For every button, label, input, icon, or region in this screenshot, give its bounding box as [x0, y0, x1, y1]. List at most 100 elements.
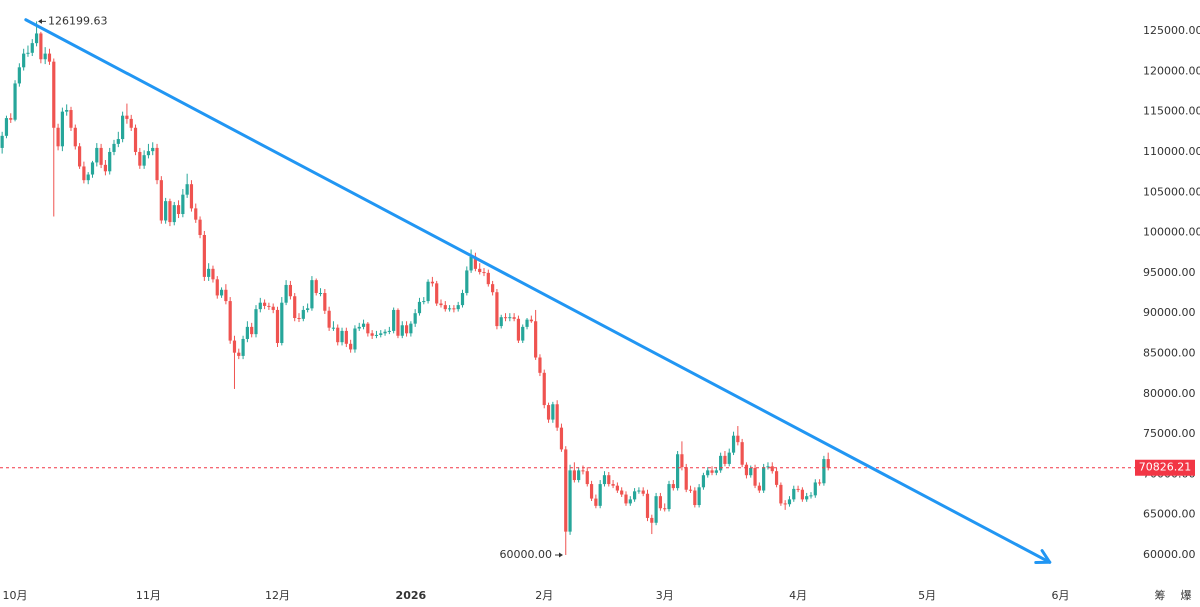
last-price-tag — [1135, 459, 1195, 476]
y-tick-label: 120000.00 — [1143, 64, 1200, 77]
candle-body — [723, 455, 727, 464]
candle-body — [615, 485, 619, 491]
candle-body — [525, 319, 529, 327]
candle-body — [787, 499, 792, 505]
candle-body — [95, 147, 99, 163]
trendline-arrowhead — [1034, 549, 1052, 564]
candle-body — [443, 305, 447, 310]
candle-body — [542, 372, 546, 406]
candle-body — [77, 146, 82, 167]
candle-body — [792, 488, 796, 500]
candle-body — [151, 147, 155, 152]
candle-body — [17, 67, 21, 84]
candle-body — [714, 470, 718, 473]
candle-body — [529, 319, 533, 322]
candle-body — [69, 110, 73, 128]
x-tick-label: 4月 — [789, 589, 807, 602]
candle-body — [422, 301, 426, 303]
candle-body — [211, 268, 215, 280]
candle-body — [323, 293, 327, 311]
candle-body — [779, 484, 783, 504]
candle-body — [452, 308, 456, 310]
candle-body — [684, 467, 688, 490]
candle-body — [112, 143, 116, 152]
candle-body — [155, 147, 159, 181]
y-tick-label: 100000.00 — [1143, 226, 1200, 239]
candle-body — [275, 309, 280, 344]
candle-body — [512, 317, 516, 319]
candle-body — [706, 470, 710, 476]
high-arrow-head — [38, 18, 42, 24]
candle-body — [499, 317, 503, 327]
candle-body — [680, 454, 684, 468]
candle-body — [650, 517, 654, 523]
candle-body — [65, 110, 69, 112]
toolbar-item[interactable]: 爆 — [1181, 588, 1192, 602]
candle-body — [439, 303, 443, 306]
candle-body — [344, 330, 348, 344]
low-label: 60000.00 — [500, 548, 553, 561]
candle-body — [172, 205, 176, 223]
candle-body — [366, 323, 370, 334]
candle-body — [207, 268, 211, 277]
candle-body — [353, 328, 357, 350]
candle-body — [60, 111, 64, 147]
y-tick-label: 115000.00 — [1143, 105, 1200, 118]
x-tick-label: 2026 — [396, 589, 427, 602]
candle-body — [430, 281, 434, 284]
candle-body — [676, 454, 680, 489]
candle-body — [753, 467, 757, 486]
candle-body — [667, 484, 671, 510]
candle-body — [314, 280, 318, 294]
candle-body — [202, 234, 206, 277]
candle-body — [624, 494, 628, 504]
candle-body — [478, 268, 482, 273]
candle-body — [349, 343, 353, 350]
candle-body — [632, 491, 637, 500]
candle-body — [413, 313, 417, 324]
x-tick-label: 12月 — [265, 589, 290, 602]
candle-body — [594, 498, 598, 506]
candle-body — [280, 302, 284, 344]
candle-body — [766, 466, 770, 468]
candle-body — [258, 302, 262, 310]
low-arrow-head — [559, 552, 563, 558]
candle-body — [103, 164, 108, 172]
candle-body — [254, 309, 258, 335]
candle-body — [417, 301, 422, 314]
candle-body — [701, 475, 706, 488]
candle-body — [387, 330, 391, 332]
candle-body — [116, 139, 120, 144]
candle-body — [52, 61, 56, 128]
candle-body — [757, 485, 761, 491]
toolbar-item[interactable]: 筹 — [1155, 588, 1166, 602]
candle-body — [581, 470, 585, 472]
candle-body — [572, 470, 576, 481]
candle-body — [90, 162, 95, 175]
candle-body — [340, 330, 344, 343]
candle-body — [86, 174, 90, 181]
candle-body — [727, 452, 731, 464]
candle-body — [361, 323, 366, 327]
candle-body — [0, 135, 4, 148]
candle-body — [250, 326, 254, 335]
candle-body — [224, 289, 228, 302]
candle-body — [559, 427, 564, 450]
candle-body — [697, 487, 701, 506]
candle-body — [774, 471, 779, 485]
candle-body — [719, 455, 723, 471]
candle-body — [164, 201, 168, 221]
candle-body — [301, 309, 305, 319]
candle-body — [99, 147, 103, 165]
x-tick-label: 3月 — [656, 589, 674, 602]
x-tick-label: 11月 — [136, 589, 161, 602]
candle-body — [710, 470, 714, 473]
candle-body — [465, 270, 469, 294]
candle-body — [663, 508, 667, 510]
candle-body — [43, 53, 47, 60]
candle-body — [336, 327, 340, 343]
candle-body — [271, 306, 275, 310]
x-tick-label: 10月 — [3, 589, 28, 602]
candle-body — [284, 284, 288, 303]
candle-body — [800, 489, 804, 500]
